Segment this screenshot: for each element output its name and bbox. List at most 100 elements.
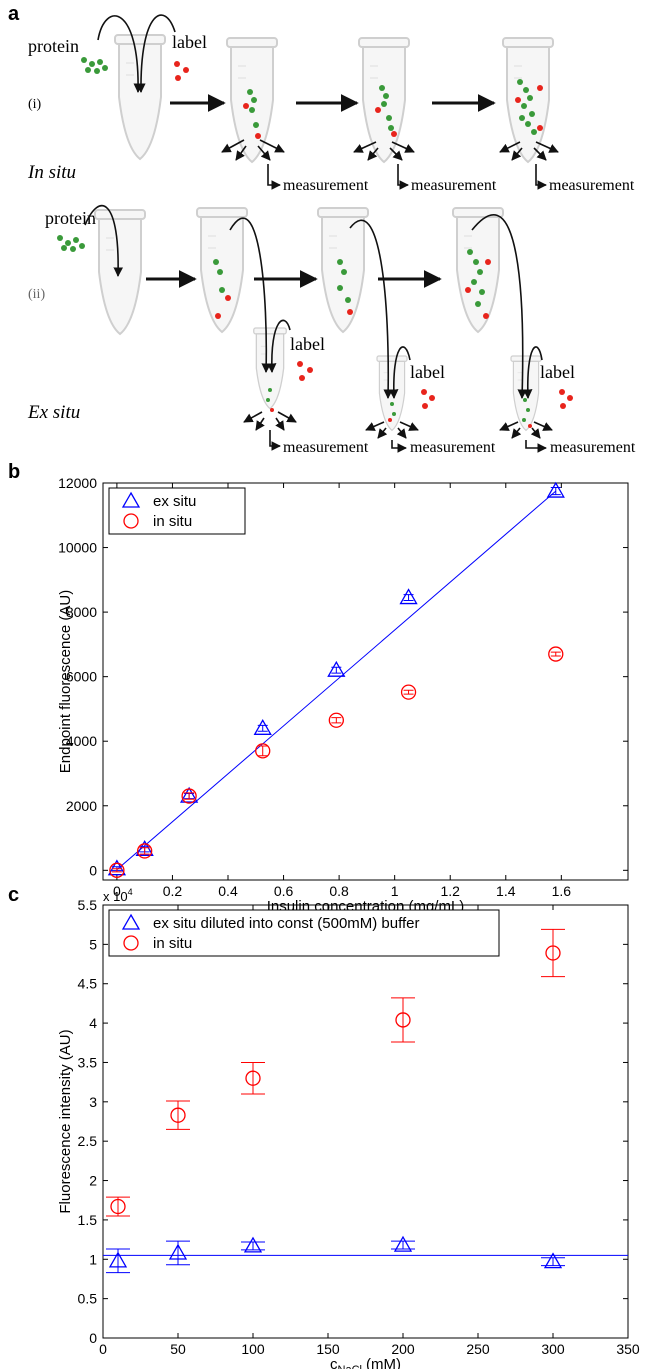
y-tick-label: 2 xyxy=(89,1173,97,1189)
tube xyxy=(253,327,287,410)
y-tick-label: 1.5 xyxy=(78,1212,98,1228)
error-bar xyxy=(241,1241,265,1251)
y-tick-label: 1 xyxy=(89,1251,97,1267)
y-tick-label: 10000 xyxy=(58,540,97,556)
label-dots xyxy=(297,361,573,409)
curved-arrow xyxy=(229,217,272,373)
y-tick-label: 8000 xyxy=(66,604,97,620)
measurement-label: measurement xyxy=(283,177,369,194)
label-part: x 10 xyxy=(103,889,128,904)
curved-arrow xyxy=(84,204,124,277)
panel-a: a protein label (i) In situ measurement … xyxy=(8,3,636,456)
x-tick-label: 100 xyxy=(241,1341,265,1357)
label-dots xyxy=(174,61,189,81)
y-tick-label: 5 xyxy=(89,936,97,952)
protein-dots xyxy=(57,235,85,252)
y-tick-label: 0.5 xyxy=(78,1291,98,1307)
tube-dots xyxy=(243,85,543,139)
measurement-label: measurement xyxy=(410,439,496,456)
y-tick-label: 4000 xyxy=(66,733,97,749)
point xyxy=(245,1070,261,1086)
error-bar xyxy=(550,487,561,496)
y-tick-label: 2.5 xyxy=(78,1133,98,1149)
y-tick-label: 4 xyxy=(89,1015,97,1031)
tube-dots xyxy=(247,79,537,135)
protein-dots xyxy=(81,57,108,74)
panel-label: c xyxy=(8,884,19,906)
y-axis-label: Fluorescence intensity (AU) xyxy=(57,1029,74,1213)
chart: c0 50 100 150 200 250 300 35000.511.522.533.544… xyxy=(8,884,640,1369)
error-bar xyxy=(541,1257,565,1267)
error-bar xyxy=(541,928,565,978)
curved-arrow xyxy=(471,214,528,399)
point xyxy=(243,1236,263,1253)
x-tick-label: 250 xyxy=(466,1341,490,1357)
x-tick-label: 1.6 xyxy=(552,883,572,899)
signal-arrows xyxy=(243,411,553,453)
y-tick-label: 5.5 xyxy=(78,897,98,913)
curved-arrow xyxy=(349,219,393,399)
fit-line xyxy=(116,490,557,871)
point xyxy=(393,1235,413,1252)
point xyxy=(395,1012,411,1028)
legend-label: in situ xyxy=(153,935,192,952)
tube xyxy=(94,209,146,335)
tube xyxy=(358,37,410,163)
x-tick-label: 350 xyxy=(616,1341,640,1357)
plot-area xyxy=(102,904,629,1339)
measurement-label: measurement xyxy=(411,177,497,194)
legend-label: ex situ xyxy=(153,493,196,510)
point xyxy=(548,646,564,662)
error-bar xyxy=(241,1061,265,1095)
label-part: (mM) xyxy=(366,1356,401,1369)
y-multiplier: x 104 xyxy=(103,887,133,904)
x-tick-label: 0 xyxy=(99,1341,107,1357)
x-tick-label: 1.2 xyxy=(440,883,460,899)
legend-marker xyxy=(123,935,139,951)
label-label: label xyxy=(290,334,325,354)
error-bar xyxy=(166,1100,190,1130)
point xyxy=(546,481,565,498)
point xyxy=(543,1252,563,1269)
legend-label: ex situ diluted into const (500mM) buffe… xyxy=(153,915,420,932)
error-bar xyxy=(257,745,268,757)
measurement-label: measurement xyxy=(283,439,369,456)
legend-marker xyxy=(123,513,139,529)
legend-box xyxy=(108,487,246,535)
x-tick-label: 300 xyxy=(541,1341,565,1357)
label-part: NaCl xyxy=(338,1364,362,1369)
label-part: 4 xyxy=(128,887,133,897)
error-bar xyxy=(111,868,122,873)
tube xyxy=(510,355,542,431)
y-axis-label: Endpoint fluorescence (AU) xyxy=(57,590,74,773)
x-tick-label: 0.6 xyxy=(274,883,294,899)
point xyxy=(545,945,561,961)
label-label: label xyxy=(540,362,575,382)
tube-dots xyxy=(215,259,532,428)
point xyxy=(327,660,346,677)
protein-label: protein xyxy=(28,36,79,56)
point xyxy=(253,718,272,735)
error-bar xyxy=(139,847,150,855)
point xyxy=(107,859,127,876)
error-bar xyxy=(391,1240,415,1250)
point xyxy=(181,788,197,804)
x-tick-label: 1 xyxy=(391,883,399,899)
plot-area xyxy=(102,482,629,881)
x-tick-label: 50 xyxy=(170,1341,186,1357)
point xyxy=(137,843,153,859)
error-bar xyxy=(391,997,415,1043)
row-tag: (i) xyxy=(28,97,42,112)
curved-arrow xyxy=(136,14,176,93)
error-bar xyxy=(550,651,561,657)
tube-dots xyxy=(213,249,530,422)
x-tick-label: 200 xyxy=(391,1341,415,1357)
signal-arrows xyxy=(221,139,559,190)
label-label: label xyxy=(410,362,445,382)
legend-marker xyxy=(121,913,141,930)
row-name: In situ xyxy=(27,162,76,183)
tube xyxy=(376,355,408,431)
y-tick-label: 3.5 xyxy=(78,1054,98,1070)
error-bar xyxy=(403,689,414,695)
point xyxy=(108,1251,128,1268)
